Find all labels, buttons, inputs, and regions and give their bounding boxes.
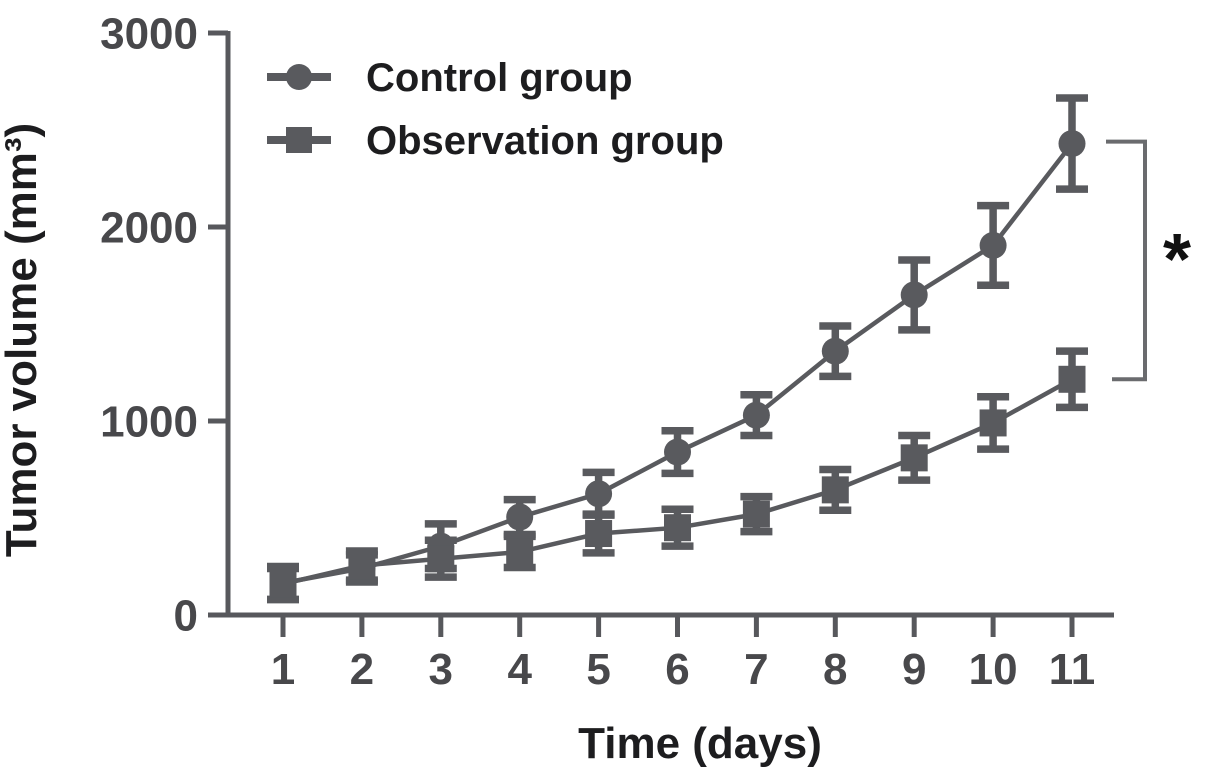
- significance-bracket: [1106, 139, 1147, 382]
- x-tick-label: 4: [507, 645, 532, 694]
- x-tick-label: 9: [902, 645, 926, 694]
- y-tick-label: 0: [174, 591, 198, 640]
- data-point-square: [506, 538, 534, 566]
- x-tick-label: 10: [969, 645, 1018, 694]
- data-point-square: [427, 545, 455, 573]
- data-point-circle: [742, 401, 770, 429]
- data-point-circle: [664, 438, 691, 466]
- legend-square-icon: [286, 127, 312, 153]
- x-axis-title: Time (days): [578, 719, 822, 768]
- data-point-square: [821, 476, 849, 504]
- legend-label: Control group: [366, 56, 633, 100]
- data-point-circle: [1058, 130, 1086, 158]
- data-point-square: [269, 570, 297, 598]
- series-line-observation: [282, 377, 1074, 587]
- legend-circle-icon: [286, 64, 312, 90]
- data-point-square: [742, 500, 770, 528]
- data-point-circle: [979, 231, 1007, 259]
- data-point-square: [1058, 365, 1086, 393]
- x-tick-label: 5: [586, 645, 610, 694]
- x-tick-label: 1: [271, 645, 295, 694]
- x-tick-label: 3: [429, 645, 453, 694]
- y-tick-label: 2000: [100, 203, 198, 252]
- data-point-square: [979, 409, 1007, 437]
- x-tick-label: 7: [744, 645, 768, 694]
- x-tick-label: 8: [823, 645, 847, 694]
- y-tick-label: 1000: [100, 397, 198, 446]
- data-point-square: [900, 444, 928, 472]
- y-tick-label: 3000: [100, 9, 198, 58]
- data-point-square: [664, 514, 691, 542]
- x-tick-label: 11: [1049, 645, 1096, 694]
- y-axis-title: Tumor volume (mm³): [0, 123, 46, 557]
- data-point-square: [348, 552, 376, 580]
- data-point-circle: [900, 281, 928, 309]
- data-point-circle: [821, 337, 849, 365]
- data-point-circle: [585, 480, 613, 508]
- data-point-square: [585, 520, 613, 548]
- x-tick-label: 6: [665, 645, 689, 694]
- significance-asterisk: *: [1163, 220, 1191, 300]
- data-point-circle: [506, 503, 534, 531]
- legend-label: Observation group: [366, 119, 724, 163]
- x-tick-label: 2: [350, 645, 374, 694]
